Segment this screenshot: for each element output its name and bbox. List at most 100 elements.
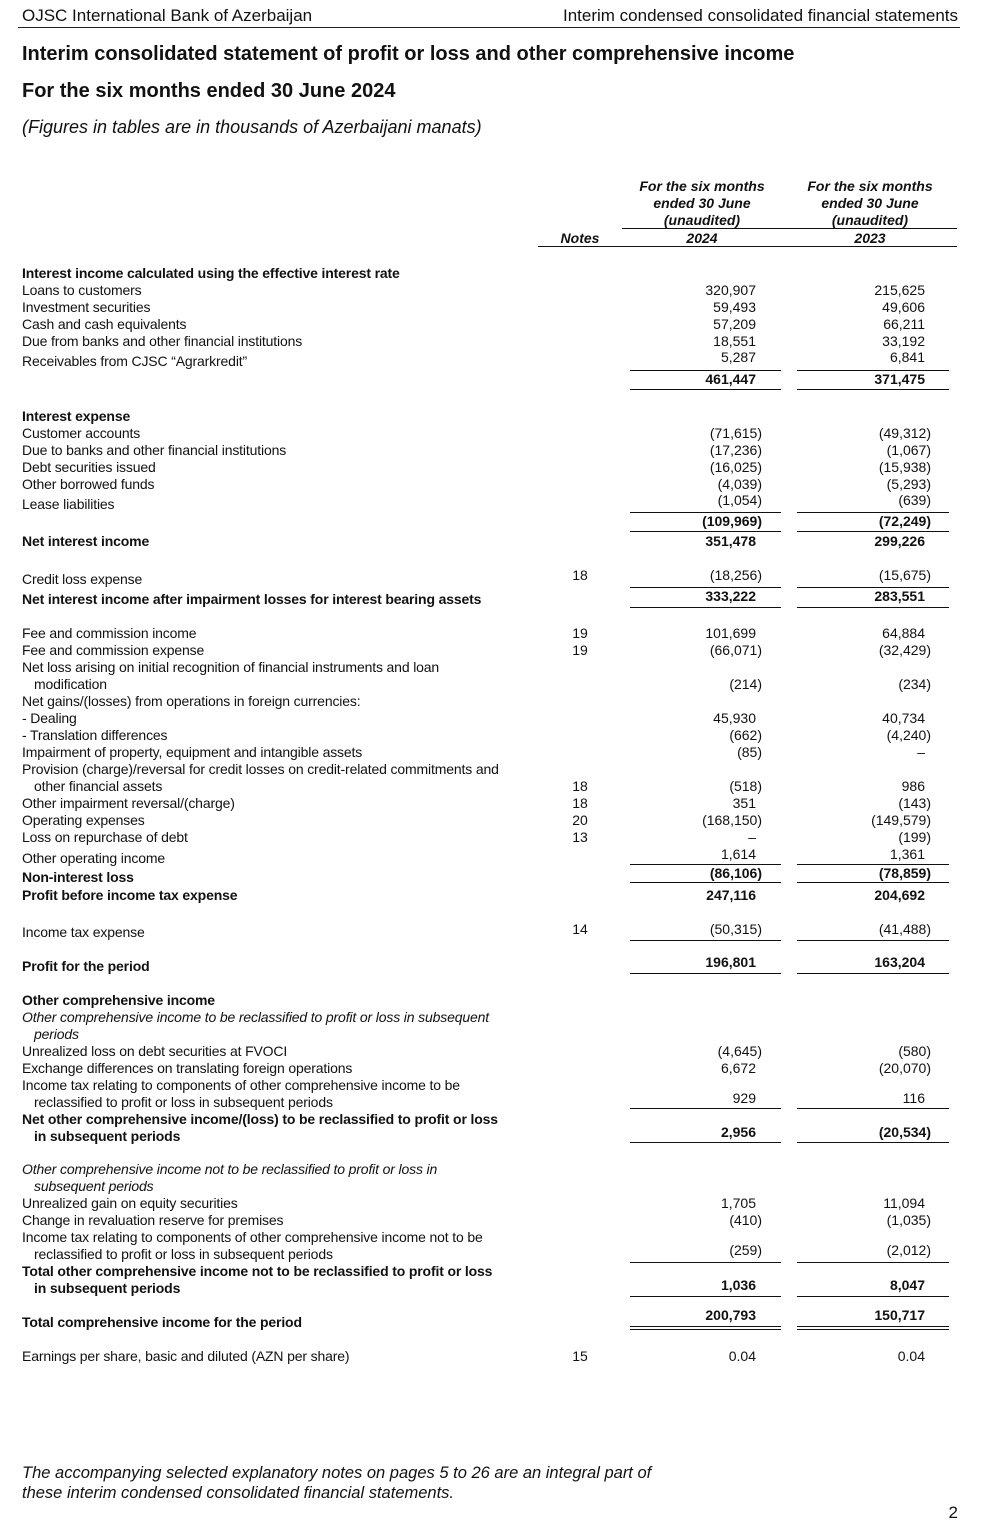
total-double-underline	[797, 1326, 949, 1330]
value-2023: (199)	[898, 829, 931, 845]
row-label-line: Profit before income tax expense	[22, 887, 238, 903]
value-2023: 0.04	[897, 1348, 925, 1364]
page-number: 2	[948, 1503, 958, 1522]
value-2023: 33,192	[882, 333, 925, 349]
row-label: Loss on repurchase of debt	[22, 829, 552, 846]
value-2024: (71,615)	[709, 425, 762, 441]
value-2024: 929	[732, 1090, 756, 1106]
row-label-line: Fee and commission income	[22, 625, 197, 641]
value-2023: (5,293)	[886, 476, 931, 492]
value-2023: 11,094	[883, 1195, 925, 1211]
subtotal-underline	[797, 370, 949, 371]
company-name: OJSC International Bank of Azerbaijan	[22, 6, 313, 25]
row-label-line: Profit for the period	[22, 958, 150, 974]
footer-note: The accompanying selected explanatory no…	[22, 1464, 652, 1502]
row-label: Unrealized loss on debt securities at FV…	[22, 1043, 552, 1060]
value-2024: –	[748, 829, 756, 845]
row-label: Earnings per share, basic and diluted (A…	[22, 1348, 552, 1365]
subtotal-underline	[797, 1142, 949, 1143]
value-2024: 351,478	[705, 533, 756, 549]
subtotal-underline	[630, 1142, 781, 1143]
row-label: Net interest income	[22, 533, 552, 550]
value-2023: (580)	[898, 1043, 931, 1059]
row-label-line: reclassified to profit or loss in subseq…	[34, 1246, 333, 1262]
value-2023: 8,047	[889, 1277, 925, 1293]
row-note: 14	[572, 921, 588, 937]
value-2024: (86,106)	[709, 865, 762, 881]
row-label: Loans to customers	[22, 282, 552, 299]
row-label-line: Other comprehensive income not to be rec…	[22, 1161, 438, 1177]
row-label-line: Other borrowed funds	[22, 476, 155, 492]
subtotal-underline	[797, 940, 949, 941]
row-label-line: Income tax relating to components of oth…	[22, 1229, 483, 1245]
row-label: Income tax relating to components of oth…	[22, 1229, 552, 1263]
subtotal-underline	[630, 973, 781, 974]
value-2023: 64,884	[882, 625, 925, 641]
row-label-line: reclassified to profit or loss in subseq…	[34, 1094, 333, 1110]
row-label-line: in subsequent periods	[34, 1128, 181, 1144]
row-label: Credit loss expense	[22, 571, 552, 588]
subtotal-underline	[630, 940, 781, 941]
value-2024: (4,645)	[717, 1043, 762, 1059]
header-rule-lower	[538, 246, 957, 247]
value-2023: 204,692	[874, 887, 925, 903]
value-2023: 150,717	[874, 1307, 925, 1323]
row-label: Receivables from CJSC “Agrarkredit”	[22, 353, 552, 370]
row-label: Other comprehensive income to be reclass…	[22, 1009, 552, 1043]
row-label-line: Loss on repurchase of debt	[22, 829, 188, 845]
value-2023: 40,734	[882, 710, 925, 726]
row-label: Customer accounts	[22, 425, 552, 442]
row-note: 18	[572, 778, 588, 794]
value-2023: 299,226	[874, 533, 925, 549]
row-label-line: Interest expense	[22, 408, 131, 424]
row-label: Exchange differences on translating fore…	[22, 1060, 552, 1077]
value-2023: 986	[901, 778, 925, 794]
subtotal-underline	[797, 531, 949, 532]
value-2023: 1,361	[889, 846, 925, 862]
subtotal-underline	[630, 882, 781, 883]
value-2024: 333,222	[705, 588, 756, 604]
value-2023: 6,841	[889, 349, 925, 365]
row-label-line: Other impairment reversal/(charge)	[22, 795, 235, 811]
row-label-line: in subsequent periods	[34, 1280, 181, 1296]
row-label: Operating expenses	[22, 812, 552, 829]
notes-column-header: Notes	[560, 230, 600, 246]
row-label-line: Due from banks and other financial insti…	[22, 333, 303, 349]
subtotal-underline	[630, 1108, 781, 1109]
value-2023: (639)	[898, 492, 931, 508]
row-label-line: Operating expenses	[22, 812, 145, 828]
value-2023: (1,035)	[886, 1212, 931, 1228]
row-label: Fee and commission income	[22, 625, 552, 642]
subtotal-underline	[797, 512, 949, 513]
row-label-line: other financial assets	[34, 778, 163, 794]
value-2023: 49,606	[882, 299, 925, 315]
value-2023: 163,204	[874, 954, 925, 970]
row-label-line: Fee and commission expense	[22, 642, 205, 658]
row-label: Profit for the period	[22, 958, 552, 975]
subtotal-underline	[630, 1296, 781, 1297]
value-2023: (1,067)	[886, 442, 931, 458]
column-head-2024: For the six months ended 30 June (unaudi…	[639, 178, 765, 228]
value-2023: 371,475	[874, 371, 925, 387]
subtotal-underline	[630, 389, 781, 390]
row-label: Fee and commission expense	[22, 642, 552, 659]
value-2023: (234)	[898, 676, 931, 692]
value-2023: (72,249)	[878, 513, 931, 529]
row-label: - Translation differences	[22, 727, 552, 744]
row-note: 18	[572, 795, 588, 811]
row-label: Impairment of property, equipment and in…	[22, 744, 552, 761]
subtotal-underline	[797, 587, 949, 588]
row-label-line: Other operating income	[22, 850, 166, 866]
row-label-line: Other comprehensive income to be reclass…	[22, 1009, 490, 1025]
subtotal-underline	[630, 531, 781, 532]
row-label: Income tax expense	[22, 924, 552, 941]
value-2024: (85)	[737, 744, 762, 760]
value-2023: 66,211	[883, 316, 925, 332]
value-2024: (259)	[729, 1242, 762, 1258]
value-2024: (109,969)	[702, 513, 762, 529]
row-label-line: subsequent periods	[34, 1178, 154, 1194]
row-label: Income tax relating to components of oth…	[22, 1077, 552, 1111]
row-label-line: Interest income calculated using the eff…	[22, 265, 400, 281]
row-label: Net other comprehensive income/(loss) to…	[22, 1111, 552, 1145]
row-label-line: Lease liabilities	[22, 496, 115, 512]
